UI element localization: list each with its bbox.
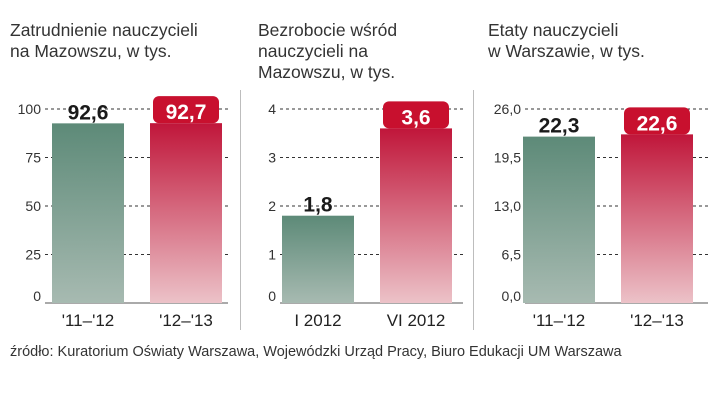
value-label: 1,8 [303,194,333,217]
category-label: '12–'13 [630,311,684,330]
category-label: '11–'12 [62,311,115,330]
chart-panel-1: Zatrudnienie nauczycieli na Mazowszu, w … [10,0,235,340]
panel-divider [240,90,241,330]
chart-panel-2: Bezrobocie wśród nauczycieli na Mazowszu… [258,0,468,340]
value-label-badge [153,96,219,124]
value-label: 92,6 [68,101,109,124]
bar-chart-2: 0 1 2 3 4 1,8 I 2012 3,6 VI 2012 [268,101,463,330]
y-tick-label: 25 [25,247,41,263]
value-label-badge [383,101,449,129]
chart-title-3: Etaty nauczycieli w Warszawie, w tys. [488,20,645,61]
bar-chart-3: 0,0 6,5 13,0 19,5 26,0 22,3 '11–'12 22,6 '12–'13 [494,101,708,330]
y-tick-label: 6,5 [502,247,522,263]
y-tick-label: 2 [268,198,276,214]
bar [150,123,222,303]
bar [282,215,354,303]
value-label: 3,6 [401,106,430,129]
y-tick-label: 13,0 [494,198,521,214]
bar [52,123,124,303]
y-tick-label: 1 [268,247,276,263]
y-tick-label: 0 [33,288,41,304]
category-label: '12–'13 [159,311,213,330]
category-label: VI 2012 [387,311,446,330]
bar [621,134,693,303]
category-label: I 2012 [294,311,341,330]
value-label: 22,3 [539,115,580,138]
y-tick-label: 0 [268,288,276,304]
value-label-badge [624,107,690,135]
bar-chart-1: 0 25 50 75 100 92,6 '11–'12 92,7 '12–'13 [18,96,228,330]
value-label: 22,6 [637,112,678,135]
value-label: 92,7 [166,101,207,124]
source-note: źródło: Kuratorium Oświaty Warszawa, Woj… [10,344,622,360]
y-tick-label: 50 [25,198,41,214]
panel-divider [473,90,474,330]
chart-title-1: Zatrudnienie nauczycieli na Mazowszu, w … [10,20,198,61]
y-tick-label: 100 [18,101,42,117]
y-tick-label: 75 [25,150,41,166]
y-tick-label: 3 [268,150,276,166]
category-label: '11–'12 [533,311,586,330]
y-tick-label: 19,5 [494,150,521,166]
chart-panel-3: Etaty nauczycieli w Warszawie, w tys. 0,… [488,0,713,340]
chart-title-2: Bezrobocie wśród nauczycieli na Mazowszu… [258,20,398,82]
y-tick-label: 4 [268,101,276,117]
y-tick-label: 0,0 [502,288,522,304]
y-tick-label: 26,0 [494,101,521,117]
bar [380,128,452,303]
bar [523,136,595,303]
